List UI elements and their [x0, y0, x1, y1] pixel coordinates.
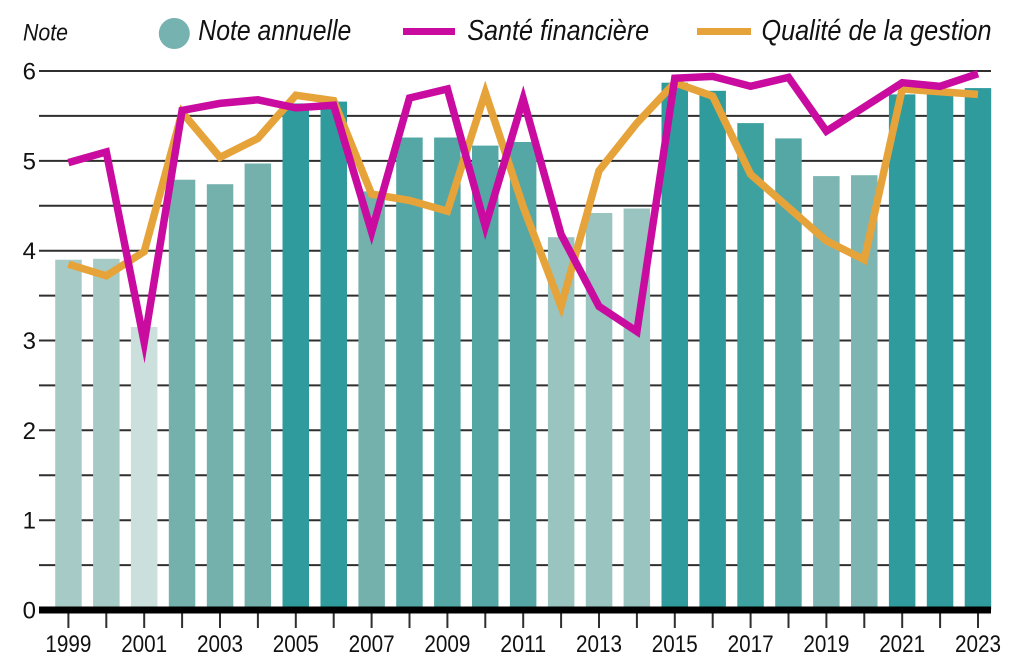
svg-text:Note annuelle: Note annuelle [198, 15, 351, 47]
svg-text:Note: Note [23, 20, 68, 47]
svg-text:2001: 2001 [121, 631, 167, 658]
svg-text:0: 0 [23, 598, 36, 625]
svg-text:2007: 2007 [349, 631, 395, 658]
svg-text:2023: 2023 [955, 631, 1001, 658]
svg-text:4: 4 [23, 238, 36, 265]
svg-text:2005: 2005 [273, 631, 319, 658]
svg-text:1999: 1999 [45, 631, 91, 658]
svg-text:2003: 2003 [197, 631, 243, 658]
svg-text:2013: 2013 [576, 631, 622, 658]
svg-text:1: 1 [23, 508, 36, 535]
svg-text:2021: 2021 [879, 631, 925, 658]
svg-text:2009: 2009 [424, 631, 470, 658]
svg-text:Qualité de la gestion: Qualité de la gestion [762, 15, 992, 47]
svg-text:6: 6 [23, 59, 36, 86]
svg-text:5: 5 [23, 148, 36, 175]
svg-text:Santé financière: Santé financière [467, 15, 649, 47]
svg-text:3: 3 [23, 328, 36, 355]
svg-text:2019: 2019 [803, 631, 849, 658]
svg-text:2017: 2017 [728, 631, 774, 658]
svg-text:2011: 2011 [500, 631, 546, 658]
svg-text:2: 2 [23, 418, 36, 445]
svg-text:2015: 2015 [652, 631, 698, 658]
